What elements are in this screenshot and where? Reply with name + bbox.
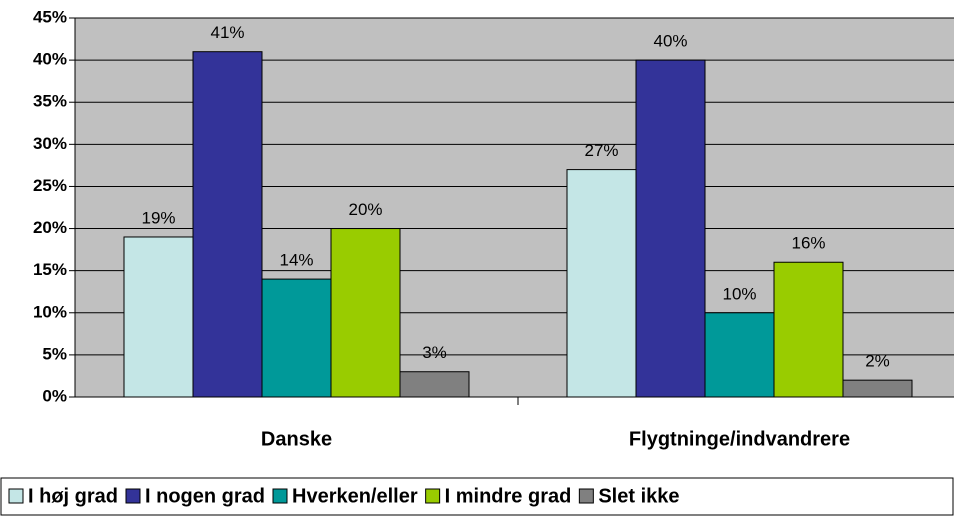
x-tick-label: Danske (261, 428, 332, 450)
bar (704, 312, 775, 398)
y-tick-label: 35% (33, 92, 67, 111)
y-tick-label: 45% (33, 7, 67, 26)
bar (399, 371, 470, 398)
y-tick-label: 25% (33, 176, 67, 195)
y-tick-label: 30% (33, 134, 67, 153)
y-tick-label: 20% (33, 218, 67, 237)
bar (123, 236, 194, 398)
legend-swatch (125, 488, 141, 504)
value-label: 16% (791, 234, 825, 253)
legend-swatch (425, 488, 441, 504)
bar (566, 169, 637, 398)
value-label: 10% (722, 284, 756, 303)
value-label: 3% (422, 343, 447, 362)
x-tick-label: Flygtninge/indvandrere (629, 428, 850, 450)
y-tick-label: 15% (33, 260, 67, 279)
legend-label: I nogen grad (145, 485, 265, 507)
legend (0, 477, 954, 516)
bar (773, 261, 844, 398)
legend-label: Slet ikke (598, 485, 679, 507)
legend-swatch (8, 488, 24, 504)
y-tick-label: 0% (42, 386, 67, 405)
bar (261, 278, 332, 398)
legend-label: I høj grad (28, 485, 118, 507)
y-tick-label: 10% (33, 302, 67, 321)
value-label: 2% (865, 352, 890, 371)
bar (842, 379, 913, 398)
bar (192, 51, 263, 398)
legend-swatch (272, 488, 288, 504)
value-label: 19% (141, 208, 175, 227)
bar (330, 228, 401, 398)
y-tick-label: 5% (42, 344, 67, 363)
bar (635, 59, 706, 398)
value-label: 14% (279, 251, 313, 270)
value-label: 41% (210, 23, 244, 42)
value-label: 40% (653, 32, 687, 51)
legend-label: Hverken/eller (292, 485, 418, 507)
legend-label: I mindre grad (445, 485, 572, 507)
value-label: 27% (584, 141, 618, 160)
value-label: 20% (348, 200, 382, 219)
y-tick-label: 40% (33, 50, 67, 69)
legend-swatch (578, 488, 594, 504)
